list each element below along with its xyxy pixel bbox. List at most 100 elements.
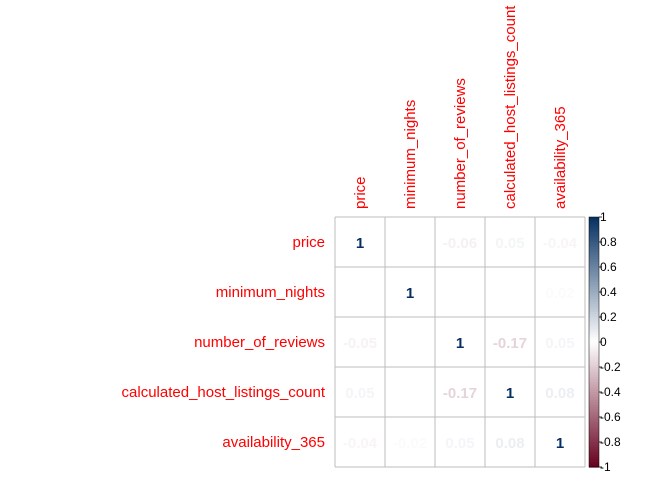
colorbar-segment	[589, 229, 599, 233]
colorbar-segment	[589, 242, 599, 246]
colorbar-tick-label: 0.8	[600, 235, 617, 249]
colorbar-segment	[589, 459, 599, 463]
cell-4-2	[435, 417, 485, 467]
colorbar-segment	[589, 307, 599, 311]
colorbar-tick-label: -0.4	[600, 385, 621, 399]
colorbar-segment	[589, 364, 599, 368]
col-label-minimum-nights: minimum_nights	[402, 100, 419, 209]
grid-lines	[334, 216, 586, 468]
row-label-availability-365: availability_365	[222, 434, 325, 451]
cell-3-0	[335, 367, 385, 417]
cell-value-2-4: 0.05	[545, 335, 574, 352]
colorbar-tick-label: -0.6	[600, 410, 621, 424]
row-labels: price minimum_nights number_of_reviewscalc…	[122, 234, 326, 451]
colorbar-tick-label: 1	[600, 210, 607, 224]
colorbar-segment	[589, 452, 599, 456]
colorbar-segment	[589, 289, 599, 293]
colorbar-segment	[589, 464, 599, 468]
colorbar-segment	[589, 284, 599, 288]
colorbar-segment	[589, 404, 599, 408]
colorbar-segment	[589, 294, 599, 298]
colorbar-tick-label: -0.8	[600, 435, 621, 449]
cell-value-0-3: 0.05	[495, 235, 524, 252]
colorbar-segment	[589, 262, 599, 266]
colorbar-segment	[589, 409, 599, 413]
colorbar-tick-label: 0.2	[600, 310, 617, 324]
cell-value-0-2: -0.06	[443, 235, 477, 252]
colorbar-segment	[589, 252, 599, 256]
colorbar-segment	[589, 234, 599, 238]
cell-value-3-2: -0.17	[443, 385, 477, 402]
cell-2-0	[335, 317, 385, 367]
colorbar-segment	[589, 347, 599, 351]
cell-value-2-2: 1	[456, 335, 464, 352]
colorbar-segment	[589, 434, 599, 438]
row-label-calculated-host-listings-count: calculated_host_listings_count	[122, 384, 326, 401]
colorbar-segment	[589, 219, 599, 223]
cell-0-2	[435, 217, 485, 267]
colorbar-segment	[589, 447, 599, 451]
cell-0-4	[535, 217, 585, 267]
colorbar-segment	[589, 342, 599, 346]
cell-4-4	[535, 417, 585, 467]
colorbar-segment	[589, 412, 599, 416]
cell-3-4	[535, 367, 585, 417]
colorbar-segment	[589, 442, 599, 446]
colorbar-segment	[589, 372, 599, 376]
colorbar-tick-label: 0	[600, 335, 607, 349]
colorbar-segment	[589, 249, 599, 253]
colorbar-segment	[589, 439, 599, 443]
colorbar-segment	[589, 279, 599, 283]
colorbar-segment	[589, 312, 599, 316]
colorbar-segment	[589, 389, 599, 393]
colorbar-segment	[589, 399, 599, 403]
cell-4-1	[385, 417, 435, 467]
cell-2-2	[435, 317, 485, 367]
colorbar-segment	[589, 244, 599, 248]
colorbar-segment	[589, 349, 599, 353]
colorbar-segment	[589, 324, 599, 328]
colorbar-segment	[589, 217, 599, 221]
cell-2-4	[535, 317, 585, 367]
colorbar-segment	[589, 239, 599, 243]
colorbar-segment	[589, 377, 599, 381]
cell-1-3	[485, 267, 535, 317]
cell-value-3-4: 0.08	[545, 385, 574, 402]
colorbar-segment	[589, 462, 599, 466]
colorbar-segment	[589, 327, 599, 331]
colorbar-segment	[589, 282, 599, 286]
cell-3-1	[385, 367, 435, 417]
colorbar-segment	[589, 222, 599, 226]
colorbar-segment	[589, 429, 599, 433]
cell-value-2-3: -0.17	[493, 335, 527, 352]
cell-value-3-3: 1	[506, 385, 514, 402]
colorbar-segment	[589, 454, 599, 458]
colorbar-segment	[589, 329, 599, 333]
matrix-cells: 1 -0.06 0.05 -0.04 1 0.02 -0.05 1 -0.17 0.05 0.05 -…	[335, 217, 585, 467]
colorbar-segment	[589, 309, 599, 313]
cell-1-1	[385, 267, 435, 317]
colorbar-segment	[589, 304, 599, 308]
colorbar-segment	[589, 272, 599, 276]
colorbar-segment	[589, 367, 599, 371]
cell-value-0-0: 1	[356, 235, 364, 252]
cell-0-1	[385, 217, 435, 267]
colorbar-segment	[589, 432, 599, 436]
cell-4-3	[485, 417, 535, 467]
col-label-price: price	[352, 176, 369, 209]
colorbar-segment	[589, 264, 599, 268]
colorbar-segment	[589, 352, 599, 356]
colorbar-segment	[589, 314, 599, 318]
row-label-minimum-nights: minimum_nights	[216, 284, 325, 301]
cell-2-1	[385, 317, 435, 367]
cell-value-2-0: -0.05	[343, 335, 377, 352]
col-label-calculated-host-listings-count: calculated_host_listings_count	[502, 5, 519, 209]
col-label-availability-365: availability_365	[552, 106, 569, 209]
colorbar-segment	[589, 359, 599, 363]
colorbar-segment	[589, 357, 599, 361]
colorbar-segment	[589, 424, 599, 428]
colorbar-segment	[589, 274, 599, 278]
colorbar-segment	[589, 384, 599, 388]
colorbar-segment	[589, 457, 599, 461]
